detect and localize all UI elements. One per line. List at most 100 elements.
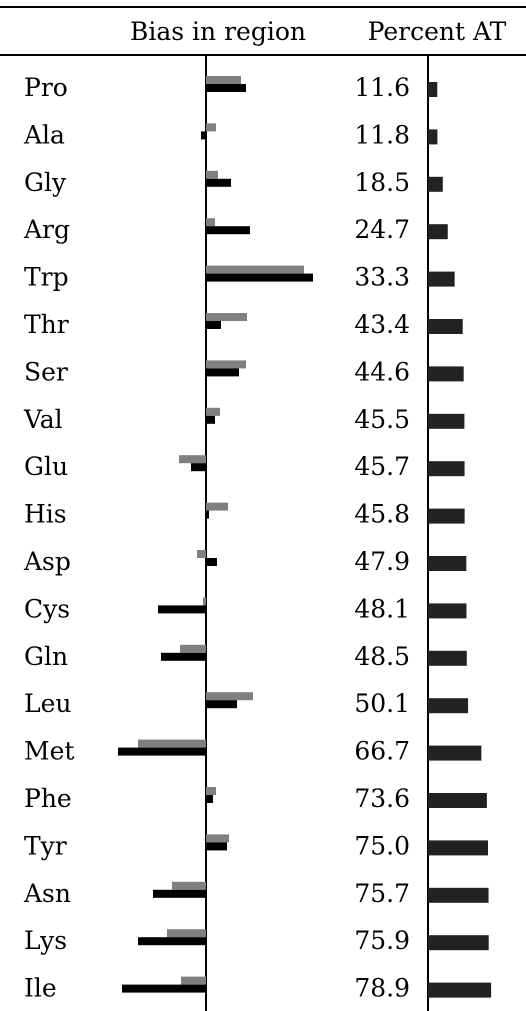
percent-bar-val bbox=[428, 413, 465, 429]
bias-bar-arg-series-1 bbox=[206, 218, 215, 227]
bias-bar-asn-series-2 bbox=[153, 889, 206, 898]
row-label-gln: Gln bbox=[24, 642, 68, 671]
bias-bar-ala-series-1 bbox=[206, 123, 216, 132]
bias-bar-tyr-series-1 bbox=[206, 834, 229, 843]
bias-bar-gly-series-1 bbox=[206, 170, 218, 179]
row-label-trp: Trp bbox=[24, 263, 69, 292]
bias-bar-asp-series-1 bbox=[197, 550, 206, 558]
row-label-asp: Asp bbox=[23, 547, 71, 576]
percent-label-ser: 44.6 bbox=[354, 357, 410, 386]
percent-at-column-header: Percent AT bbox=[368, 17, 507, 46]
bias-bar-ala-series-2 bbox=[201, 131, 206, 140]
bias-bar-glu-series-2 bbox=[191, 463, 206, 472]
percent-label-phe: 73.6 bbox=[354, 784, 410, 813]
percent-bar-thr bbox=[428, 319, 463, 334]
percent-bar-his bbox=[428, 508, 465, 524]
bias-bar-val-series-2 bbox=[206, 415, 215, 424]
bias-bar-ile-series-1 bbox=[181, 976, 206, 985]
bias-bar-leu-series-1 bbox=[206, 692, 253, 701]
percent-bar-met bbox=[428, 745, 482, 761]
bias-bar-tyr-series-2 bbox=[206, 842, 227, 851]
percent-bar-lys bbox=[428, 935, 489, 951]
percent-bar-trp bbox=[428, 271, 455, 287]
percent-bar-ile bbox=[428, 982, 492, 998]
row-label-ala: Ala bbox=[23, 120, 65, 149]
bias-bar-cys-series-2 bbox=[158, 605, 206, 614]
percent-label-cys: 48.1 bbox=[354, 594, 410, 623]
bias-bar-gly-series-2 bbox=[206, 178, 231, 187]
bias-bar-asn-series-1 bbox=[172, 881, 206, 890]
bias-bar-phe-series-1 bbox=[206, 787, 216, 795]
percent-label-leu: 50.1 bbox=[354, 689, 410, 718]
percent-label-asp: 47.9 bbox=[354, 547, 410, 576]
row-label-tyr: Tyr bbox=[24, 831, 67, 860]
percent-bar-pro bbox=[428, 82, 438, 97]
percent-label-lys: 75.9 bbox=[354, 926, 410, 955]
row-label-phe: Phe bbox=[24, 784, 72, 813]
percent-bar-ala bbox=[428, 129, 438, 145]
row-label-ser: Ser bbox=[24, 357, 68, 386]
percent-bar-gly bbox=[428, 176, 443, 192]
bias-bar-met-series-1 bbox=[138, 739, 206, 748]
bias-bar-pro-series-2 bbox=[206, 84, 246, 92]
percent-bar-tyr bbox=[428, 840, 488, 856]
bias-bar-lys-series-2 bbox=[138, 937, 206, 946]
bias-bar-gln-series-1 bbox=[180, 644, 206, 653]
row-label-val: Val bbox=[23, 405, 63, 434]
bias-bar-thr-series-2 bbox=[206, 321, 221, 329]
row-label-arg: Arg bbox=[23, 215, 70, 244]
percent-label-ala: 11.8 bbox=[354, 120, 410, 149]
row-label-asn: Asn bbox=[23, 879, 71, 908]
bias-bar-phe-series-2 bbox=[206, 795, 213, 803]
bias-bar-met-series-2 bbox=[118, 747, 206, 756]
bias-bar-trp-series-2 bbox=[206, 273, 313, 282]
percent-label-trp: 33.3 bbox=[354, 263, 410, 292]
percent-label-met: 66.7 bbox=[354, 737, 410, 766]
percent-label-his: 45.8 bbox=[354, 500, 410, 529]
percent-label-glu: 45.7 bbox=[354, 452, 410, 481]
row-label-pro: Pro bbox=[24, 73, 68, 102]
percent-bar-glu bbox=[428, 461, 465, 477]
bias-bar-ser-series-2 bbox=[206, 368, 239, 377]
row-label-ile: Ile bbox=[24, 974, 57, 1003]
percent-bar-arg bbox=[428, 224, 448, 240]
bias-bar-glu-series-1 bbox=[179, 455, 206, 464]
bias-bar-gln-series-2 bbox=[161, 652, 206, 661]
row-label-thr: Thr bbox=[24, 310, 69, 339]
bias-bar-pro-series-1 bbox=[206, 76, 241, 84]
row-label-cys: Cys bbox=[24, 594, 70, 623]
percent-bar-phe bbox=[428, 793, 487, 808]
percent-label-gln: 48.5 bbox=[354, 642, 410, 671]
bias-column-header: Bias in region bbox=[130, 17, 306, 46]
row-label-his: His bbox=[24, 500, 67, 529]
percent-bar-asp bbox=[428, 556, 467, 571]
row-label-glu: Glu bbox=[24, 452, 68, 481]
percent-label-thr: 43.4 bbox=[354, 310, 410, 339]
row-label-lys: Lys bbox=[24, 926, 67, 955]
bias-bar-ser-series-1 bbox=[206, 360, 246, 369]
bias-bar-arg-series-2 bbox=[206, 226, 250, 235]
row-label-leu: Leu bbox=[24, 689, 72, 718]
percent-bar-asn bbox=[428, 887, 489, 903]
bias-bar-val-series-1 bbox=[206, 407, 220, 416]
bias-bar-cys-series-1 bbox=[203, 597, 206, 606]
percent-label-tyr: 75.0 bbox=[354, 831, 410, 860]
bias-bar-his-series-2 bbox=[206, 510, 209, 519]
percent-label-ile: 78.9 bbox=[354, 974, 410, 1003]
percent-label-val: 45.5 bbox=[354, 405, 410, 434]
bias-bar-lys-series-1 bbox=[167, 929, 206, 938]
bias-bar-thr-series-1 bbox=[206, 313, 247, 321]
bias-bar-leu-series-2 bbox=[206, 700, 237, 709]
percent-label-pro: 11.6 bbox=[354, 73, 410, 102]
percent-bar-ser bbox=[428, 366, 464, 382]
row-label-met: Met bbox=[24, 737, 74, 766]
chart-rows: Pro 11.6 Ala 11.8 Gly 18.5 Arg 24.7 Trp 33.3 Thr 43… bbox=[23, 73, 492, 1003]
percent-label-arg: 24.7 bbox=[354, 215, 410, 244]
row-label-gly: Gly bbox=[24, 168, 67, 197]
bias-bar-trp-series-1 bbox=[206, 265, 304, 274]
percent-bar-leu bbox=[428, 698, 469, 714]
bias-bar-his-series-1 bbox=[206, 502, 228, 511]
percent-label-asn: 75.7 bbox=[354, 879, 410, 908]
percent-bar-gln bbox=[428, 650, 467, 666]
